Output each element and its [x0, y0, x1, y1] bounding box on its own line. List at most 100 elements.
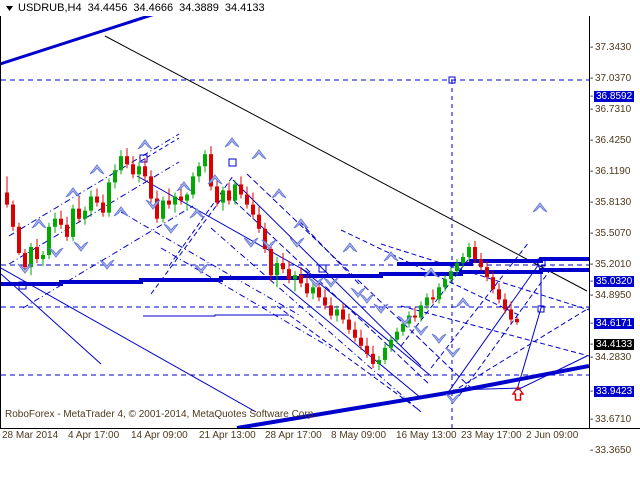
fan-line-3: [340, 229, 522, 317]
price-tick-34-6171: -34.6171: [590, 318, 635, 329]
quote-close: 34.4133: [224, 2, 265, 14]
fractal-up-icon: [383, 251, 399, 262]
price-tick-34-8950: -34.8950: [590, 290, 631, 301]
candlestick: [443, 275, 447, 292]
fractal-down-icon: [359, 293, 375, 304]
candlestick: [491, 271, 495, 294]
channel1-mid: [8, 161, 180, 265]
fractal-up-icon: [271, 188, 287, 199]
candlestick: [83, 206, 87, 225]
channel2-parallel: [160, 247, 332, 349]
time-axis-label: 8 May 09:00: [331, 430, 387, 441]
candlestick: [191, 172, 195, 199]
fractal-up-icon: [31, 218, 47, 229]
anchor-level-may: [318, 264, 327, 273]
tick-mark: -: [590, 318, 594, 329]
drawing-objects-layer: [1, 16, 589, 428]
tick-mark: -: [590, 352, 594, 363]
candlestick: [437, 283, 441, 304]
tick-label: 35.8130: [595, 197, 632, 208]
symbol-label: USDRUB,H4: [18, 2, 82, 14]
candlestick: [251, 192, 255, 219]
anchor-low-mar: [18, 281, 27, 290]
candlestick: [5, 176, 9, 208]
price-tick-37-0370: -37.0370: [590, 73, 631, 84]
tick-mark: -: [590, 276, 594, 287]
candlestick: [227, 182, 231, 205]
candlestick: [497, 283, 501, 304]
channel6-up-mid: [430, 241, 530, 369]
chart-header: USDRUB,H4 34.4456 34.4666 34.3889 34.413…: [0, 0, 640, 16]
fractal-up-icon: [176, 181, 192, 192]
fractal-down-icon: [163, 223, 179, 234]
fractals-indicator-layer: [17, 137, 548, 404]
tick-label: 34.4133: [594, 339, 635, 350]
candlestick: [515, 316, 519, 325]
candlestick: [449, 267, 453, 284]
price-tick-33-9423: -33.9423: [590, 386, 635, 397]
fractal-down-icon: [193, 263, 209, 274]
candlestick: [107, 178, 111, 217]
chart-plot-area[interactable]: [1, 16, 589, 428]
candlestick: [167, 188, 171, 209]
tick-label: 36.7310: [595, 104, 632, 115]
candlestick: [317, 281, 321, 302]
fractal-up-icon: [89, 164, 105, 175]
time-axis-label: 23 May 17:00: [461, 430, 522, 441]
candlestick: [329, 297, 333, 320]
candlestick: [293, 271, 297, 292]
time-axis-line: [0, 428, 640, 429]
candlestick: [53, 212, 57, 233]
channel4-upper: [232, 179, 422, 367]
divider-anchor-handle: [448, 76, 456, 84]
candlestick: [419, 301, 423, 322]
channel1-upper: [8, 133, 180, 237]
candlestick: [215, 178, 219, 207]
candlestick: [35, 238, 39, 264]
tick-mark: -: [590, 445, 594, 456]
chevron-down-icon[interactable]: [2, 1, 16, 15]
fractal-down-icon: [17, 263, 33, 274]
candlestick: [209, 146, 213, 191]
candlestick: [161, 196, 165, 223]
channel2-upper: [136, 175, 312, 275]
candlestick: [173, 192, 177, 213]
forecast-leg-up: [516, 355, 588, 391]
fractal-down-icon: [350, 287, 366, 298]
candlestick: [305, 275, 309, 298]
price-axis[interactable]: -37.3430-37.0370-36.8592-36.7310-36.4250…: [590, 16, 640, 456]
candlestick: [509, 301, 513, 324]
tick-label: 36.4250: [595, 135, 632, 146]
tick-mark: -: [590, 42, 594, 53]
fractal-down-icon: [308, 277, 324, 288]
price-tick-36-8592: -36.8592: [590, 91, 635, 102]
price-tick-33-3650: -33.3650: [590, 445, 631, 456]
anchor-peak-apr14: [139, 154, 148, 163]
price-tick-34-2830: -34.2830: [590, 352, 631, 363]
channel4-lower: [210, 227, 422, 413]
candlestick: [347, 313, 351, 334]
anchor-peak-apr28: [228, 158, 237, 167]
fractal-down-icon: [289, 237, 305, 248]
candlestick: [467, 242, 471, 262]
candlestick: [239, 176, 243, 199]
candlestick: [125, 148, 129, 169]
price-tick-33-6710: -33.6710: [590, 414, 631, 425]
tick-mark: -: [590, 135, 594, 146]
channel3-rise-2: [150, 193, 226, 295]
fractal-up-icon: [293, 218, 309, 229]
candlestick: [377, 355, 381, 371]
tick-mark: -: [590, 339, 594, 350]
candlestick: [365, 337, 369, 358]
candlestick: [155, 190, 159, 223]
fractal-down-icon: [243, 237, 259, 248]
candlestick: [77, 196, 81, 223]
channel1-lower: [22, 205, 194, 309]
tick-label: 37.0370: [595, 73, 632, 84]
forecast-projection-path: [516, 261, 542, 391]
candlestick: [299, 267, 303, 288]
price-tick-35-8130: -35.8130: [590, 197, 631, 208]
fractal-up-icon: [342, 242, 358, 253]
candlestick: [89, 190, 93, 217]
candlestick: [383, 343, 387, 364]
